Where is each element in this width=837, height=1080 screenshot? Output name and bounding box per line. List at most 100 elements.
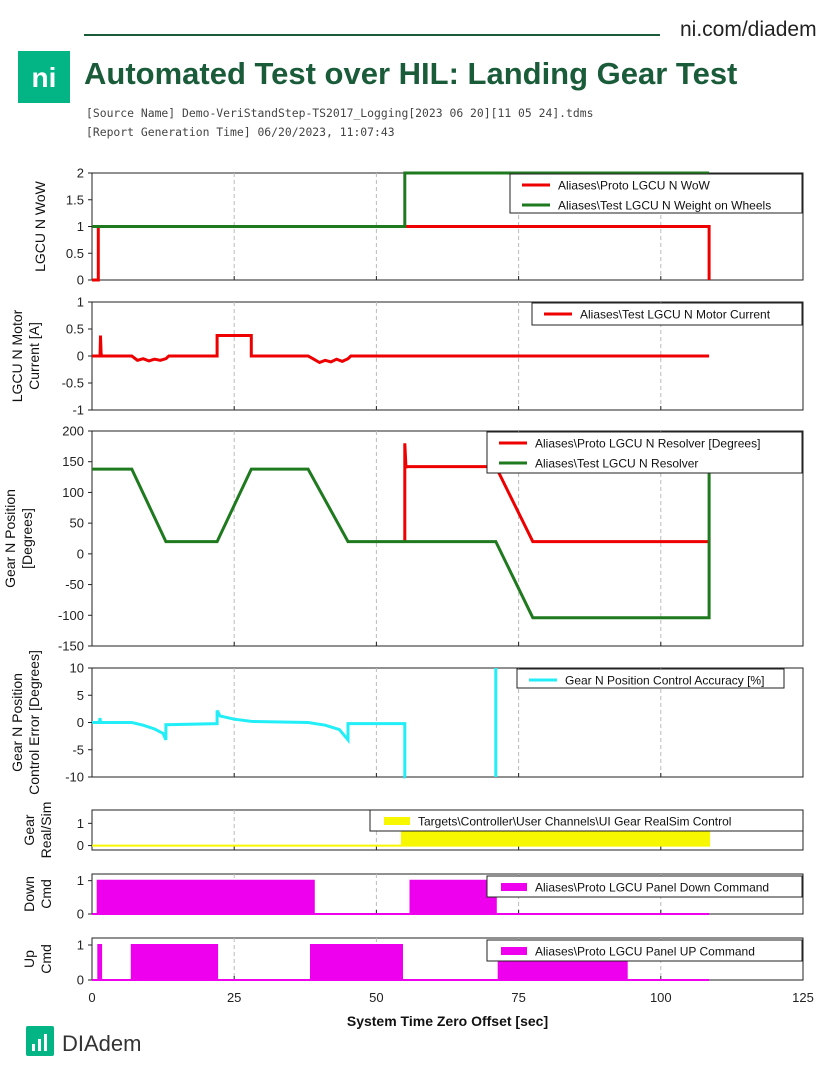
y-axis-label: GearReal/Sim (21, 802, 54, 859)
ni-logo: ni (18, 51, 70, 103)
legend-entry: Gear N Position Control Accuracy [%] (565, 674, 764, 688)
legend-box (486, 875, 803, 898)
legend-box (531, 302, 803, 326)
y-tick-label: 2 (77, 166, 84, 181)
source-name: [Source Name] Demo-VeriStandStep-TS2017_… (86, 106, 594, 120)
panel-2: -1 -0.5 0 0.5 1 LGCU N MotorCurrent [A] Aliase… (9, 295, 804, 418)
x-axis-label: System Time Zero Offset [sec] (347, 1013, 548, 1029)
y-axis-label-line: Current [A] (26, 322, 42, 390)
ni-logo-text: ni (32, 62, 57, 93)
legend-entry: Aliases\Proto LGCU Panel Down Command (535, 881, 769, 895)
legend-box (516, 668, 785, 689)
y-axis-label-line: Gear N Position (9, 673, 25, 772)
legend-box (509, 173, 803, 214)
x-tick-label: 125 (792, 990, 814, 1005)
y-tick-label: 0.5 (66, 322, 84, 337)
y-tick-label: 5 (77, 688, 84, 703)
y-tick-label: 0 (77, 715, 84, 730)
y-tick-label: 0 (77, 349, 84, 364)
y-tick-label: 1 (77, 938, 84, 953)
y-tick-label: 0 (77, 273, 84, 288)
legend-entry: Targets\Controller\User Channels\UI Gear… (418, 815, 731, 829)
y-axis-label-line: LGCU N Motor (9, 309, 25, 402)
x-tick-label: 25 (227, 990, 241, 1005)
series-1-line (92, 709, 407, 779)
legend-swatch (384, 817, 410, 825)
y-tick-label: 0 (77, 907, 84, 922)
y-axis-label-line: Gear (21, 814, 37, 845)
panel-5: 0 1 GearReal/Sim Targets\Controller\User Ch… (21, 802, 804, 859)
series-group (92, 171, 711, 282)
legend-box (486, 431, 803, 474)
legend-box (486, 939, 803, 962)
y-axis-label: LGCU N MotorCurrent [A] (9, 309, 42, 402)
report-title: Automated Test over HIL: Landing Gear Te… (84, 56, 738, 91)
legend-entry: Aliases\Proto LGCU Panel UP Command (535, 945, 755, 959)
y-axis-label-line: Up (21, 950, 37, 968)
x-tick-label: 100 (650, 990, 672, 1005)
y-tick-label: 50 (70, 516, 84, 531)
diadem-logo-icon (26, 1026, 54, 1056)
header-rule (84, 34, 660, 36)
y-axis-label-line: Gear N Position (2, 489, 18, 588)
series-1-line (403, 443, 710, 544)
y-tick-label: 1 (77, 295, 84, 310)
y-axis-label-line: [Degrees] (19, 508, 35, 569)
report-generation-time: [Report Generation Time] 06/20/2023, 11:… (86, 125, 395, 139)
y-tick-label: -0.5 (62, 376, 84, 391)
series-1-area (92, 879, 710, 915)
y-tick-label: 100 (62, 485, 84, 500)
series-group (92, 334, 710, 365)
x-tick-label: 0 (88, 990, 95, 1005)
legend-entry: Aliases\Proto LGCU N Resolver [Degrees] (535, 437, 760, 451)
legend-box (369, 809, 804, 832)
y-axis-label-line: LGCU N WoW (32, 180, 48, 272)
y-tick-label: 0.5 (66, 246, 84, 261)
series-group (92, 879, 710, 915)
panel-1: 0 0.5 1 1.5 2 LGCU N WoW Aliases\Proto LGCU N … (32, 166, 804, 288)
y-axis-label-line: Down (21, 876, 37, 912)
y-tick-label: 0 (77, 838, 84, 853)
y-axis-label: LGCU N WoW (32, 180, 48, 272)
chart-area: 0 0.5 1 1.5 2 LGCU N WoW Aliases\Proto LGCU N … (2, 166, 814, 1030)
y-tick-label: 1 (77, 873, 84, 888)
y-tick-label: -50 (65, 577, 84, 592)
y-tick-label: -1 (72, 403, 84, 418)
panel-7: 0 1 UpCmd Aliases\Proto LGCU Panel UP Comma… (21, 937, 814, 1029)
site-url: ni.com/diadem (680, 18, 817, 41)
y-axis-label-line: Control Error [Degrees] (26, 650, 42, 795)
y-tick-label: -5 (72, 742, 84, 757)
legend-swatch (501, 947, 527, 955)
x-tick-label: 50 (369, 990, 383, 1005)
legend-entry: Aliases\Test LGCU N Motor Current (580, 308, 771, 322)
y-axis-label: UpCmd (21, 944, 54, 974)
y-axis-label: Gear N Position[Degrees] (2, 489, 35, 588)
y-tick-label: 200 (62, 424, 84, 439)
y-axis-label-line: Cmd (38, 879, 54, 909)
panel-6: 0 1 DownCmd Aliases\Proto LGCU Panel Down C… (21, 873, 804, 922)
y-tick-label: 1 (77, 816, 84, 831)
legend-entry: Aliases\Test LGCU N Resolver (535, 457, 698, 471)
legend-swatch (501, 883, 527, 891)
y-tick-label: 10 (70, 661, 84, 676)
y-axis-label: Gear N PositionControl Error [Degrees] (9, 650, 42, 795)
y-tick-label: 150 (62, 454, 84, 469)
y-tick-label: -100 (58, 608, 84, 623)
series-2-line (92, 467, 711, 620)
series-1-line (92, 334, 710, 365)
y-axis-label: DownCmd (21, 876, 54, 912)
x-tick-label: 75 (511, 990, 525, 1005)
legend-entry: Aliases\Test LGCU N Weight on Wheels (558, 199, 771, 213)
y-tick-label: 0 (77, 973, 84, 988)
series-2-line (92, 171, 710, 228)
legend-entry: Aliases\Proto LGCU N WoW (558, 179, 710, 193)
y-axis-label-line: Cmd (38, 944, 54, 974)
y-tick-label: -10 (65, 770, 84, 785)
y-tick-label: 0 (77, 546, 84, 561)
panel-4: -10 -5 0 5 10 Gear N PositionControl Error [D… (9, 650, 804, 795)
y-tick-label: 1.5 (66, 192, 84, 207)
panel-3: -150 -100 -50 0 50 100 150 200 Gear N Position[D… (2, 424, 804, 654)
y-tick-label: 1 (77, 219, 84, 234)
series-group (92, 668, 498, 779)
y-axis-label-line: Real/Sim (38, 802, 54, 859)
